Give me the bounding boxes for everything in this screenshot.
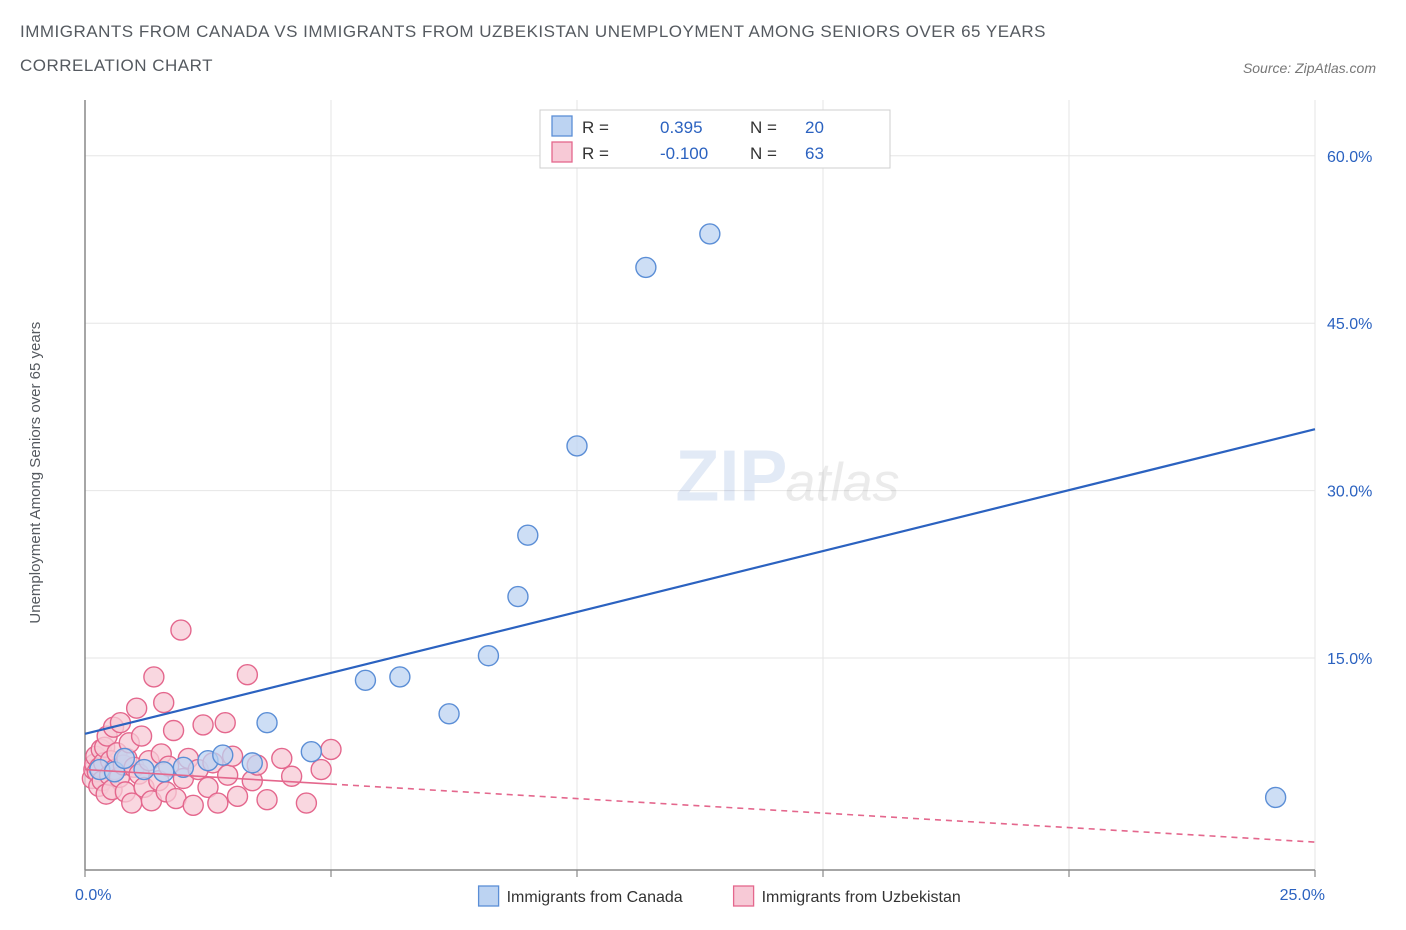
scatter-point: [390, 667, 410, 687]
chart-subtitle: CORRELATION CHART: [20, 56, 1386, 76]
legend-n-label: N =: [750, 118, 777, 137]
scatter-point: [439, 704, 459, 724]
scatter-point: [257, 790, 277, 810]
legend-r-label: R =: [582, 118, 609, 137]
y-tick-label: 30.0%: [1327, 484, 1372, 501]
scatter-point: [301, 742, 321, 762]
scatter-point: [296, 793, 316, 813]
scatter-point: [700, 224, 720, 244]
scatter-point: [242, 753, 262, 773]
scatter-point: [636, 257, 656, 277]
legend-r-value: 0.395: [660, 118, 703, 137]
scatter-point: [228, 786, 248, 806]
scatter-point: [567, 436, 587, 456]
scatter-point: [183, 795, 203, 815]
bottom-legend-label: Immigrants from Canada: [507, 889, 683, 906]
source-name: ZipAtlas.com: [1295, 60, 1376, 76]
scatter-point: [134, 760, 154, 780]
x-tick-label: 0.0%: [75, 887, 111, 904]
scatter-point: [114, 748, 134, 768]
scatter-point: [208, 793, 228, 813]
scatter-point: [144, 667, 164, 687]
scatter-point: [213, 745, 233, 765]
y-tick-label: 45.0%: [1327, 316, 1372, 333]
scatter-point: [518, 525, 538, 545]
y-tick-label: 15.0%: [1327, 651, 1372, 668]
scatter-point: [321, 739, 341, 759]
legend-n-label: N =: [750, 144, 777, 163]
scatter-point: [132, 726, 152, 746]
legend-r-label: R =: [582, 144, 609, 163]
scatter-point: [237, 665, 257, 685]
scatter-point: [1266, 787, 1286, 807]
scatter-point: [127, 698, 147, 718]
scatter-point: [154, 693, 174, 713]
y-tick-label: 60.0%: [1327, 149, 1372, 166]
chart-title: IMMIGRANTS FROM CANADA VS IMMIGRANTS FRO…: [20, 20, 1386, 44]
scatter-chart-svg: ZIPatlas 15.0% 30.0% 45.0% 60.0% 0.0% 25.0% Une…: [20, 95, 1386, 920]
scatter-point: [478, 646, 498, 666]
scatter-point: [257, 713, 277, 733]
scatter-point: [508, 587, 528, 607]
source-prefix: Source:: [1243, 60, 1295, 76]
scatter-point: [355, 670, 375, 690]
title-block: IMMIGRANTS FROM CANADA VS IMMIGRANTS FRO…: [20, 20, 1386, 76]
x-tick-label: 25.0%: [1280, 887, 1325, 904]
bottom-legend-label: Immigrants from Uzbekistan: [762, 889, 961, 906]
source-attribution: Source: ZipAtlas.com: [1243, 60, 1376, 76]
chart-area: ZIPatlas 15.0% 30.0% 45.0% 60.0% 0.0% 25.0% Une…: [20, 95, 1386, 920]
chart-container: IMMIGRANTS FROM CANADA VS IMMIGRANTS FRO…: [0, 0, 1406, 930]
scatter-point: [282, 766, 302, 786]
legend-swatch: [552, 116, 572, 136]
legend-r-value: -0.100: [660, 144, 708, 163]
scatter-point: [272, 748, 292, 768]
watermark: ZIPatlas: [675, 436, 899, 516]
bottom-legend-swatch: [734, 886, 754, 906]
scatter-point: [193, 715, 213, 735]
scatter-point: [154, 762, 174, 782]
bottom-legend-swatch: [479, 886, 499, 906]
legend-n-value: 20: [805, 118, 824, 137]
scatter-point: [164, 721, 184, 741]
scatter-point: [171, 620, 191, 640]
scatter-point: [215, 713, 235, 733]
legend-n-value: 63: [805, 144, 824, 163]
scatter-point: [218, 765, 238, 785]
legend-swatch: [552, 142, 572, 162]
scatter-point: [311, 760, 331, 780]
y-axis-title: Unemployment Among Seniors over 65 years: [27, 322, 44, 624]
